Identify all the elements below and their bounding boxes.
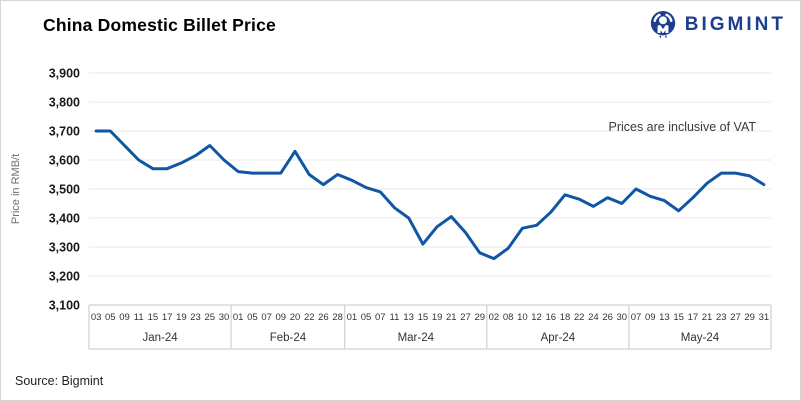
x-axis-date-label: 16 — [545, 312, 556, 323]
x-axis-date-label: 09 — [645, 312, 656, 323]
x-axis-date-label: 29 — [744, 312, 755, 323]
x-axis-date-label: 23 — [716, 312, 727, 323]
x-axis-date-label: 03 — [91, 312, 102, 323]
x-axis-date-label: 11 — [134, 312, 144, 323]
x-axis-date-label: 07 — [375, 312, 386, 323]
x-axis-date-label: 25 — [204, 312, 215, 323]
x-axis-date-label: 15 — [148, 312, 159, 323]
y-axis-tick-label: 3,900 — [49, 67, 80, 81]
x-axis-month-label: May-24 — [681, 332, 720, 344]
x-axis-date-label: 07 — [631, 312, 642, 323]
y-axis-tick-label: 3,500 — [49, 183, 80, 197]
source-note: Source: Bigmint — [15, 374, 104, 388]
x-axis-date-label: 09 — [119, 312, 130, 323]
x-axis-date-label: 27 — [460, 312, 471, 323]
x-axis-date-label: 13 — [403, 312, 414, 323]
x-axis-date-label: 10 — [517, 312, 528, 323]
x-axis-date-label: 26 — [602, 312, 613, 323]
x-axis-date-label: 30 — [617, 312, 628, 323]
bigmint-logo: BIGMINT — [648, 9, 786, 41]
x-axis-date-label: 07 — [261, 312, 272, 323]
x-axis-date-label: 02 — [489, 312, 500, 323]
x-axis-month-label: Mar-24 — [398, 332, 435, 344]
x-axis-month-label: Jan-24 — [142, 332, 178, 344]
y-axis-title: Price in RMB/t — [10, 154, 22, 224]
x-axis-date-label: 18 — [560, 312, 571, 323]
bigmint-miner-icon — [648, 9, 678, 41]
x-axis-date-label: 28 — [332, 312, 343, 323]
x-axis-date-label: 21 — [446, 312, 457, 323]
y-axis-tick-label: 3,600 — [49, 154, 80, 168]
x-axis-date-label: 27 — [730, 312, 741, 323]
chart-title: China Domestic Billet Price — [43, 15, 276, 35]
x-axis-date-label: 15 — [418, 312, 429, 323]
x-axis-date-label: 01 — [233, 312, 244, 323]
x-axis-date-label: 17 — [162, 312, 173, 323]
x-axis-date-label: 08 — [503, 312, 514, 323]
x-axis-date-label: 29 — [474, 312, 485, 323]
x-axis-date-label: 30 — [219, 312, 230, 323]
x-axis-date-label: 01 — [347, 312, 358, 323]
x-axis-date-label: 15 — [673, 312, 684, 323]
x-axis-date-label: 11 — [390, 312, 400, 323]
x-axis-date-label: 19 — [432, 312, 443, 323]
x-axis-date-label: 09 — [276, 312, 287, 323]
x-axis-date-label: 05 — [247, 312, 258, 323]
vat-annotation: Prices are inclusive of VAT — [608, 120, 756, 134]
y-axis-tick-label: 3,800 — [49, 96, 80, 110]
x-axis-date-label: 12 — [531, 312, 542, 323]
y-axis-tick-label: 3,300 — [49, 241, 80, 255]
bigmint-wordmark: BIGMINT — [684, 14, 786, 35]
x-axis-date-label: 22 — [574, 312, 585, 323]
x-axis-date-label: 19 — [176, 312, 187, 323]
x-axis-date-label: 17 — [688, 312, 699, 323]
y-axis-tick-label: 3,700 — [49, 125, 80, 139]
x-axis-date-label: 05 — [361, 312, 372, 323]
y-axis-tick-label: 3,200 — [49, 270, 80, 284]
x-axis-month-label: Feb-24 — [270, 332, 307, 344]
x-axis-month-label: Apr-24 — [541, 332, 576, 344]
x-axis-date-label: 31 — [759, 312, 770, 323]
x-axis-date-label: 13 — [659, 312, 670, 323]
x-axis-date-label: 22 — [304, 312, 315, 323]
billet-price-line — [94, 129, 766, 261]
x-axis-date-label: 20 — [290, 312, 301, 323]
x-axis-date-label: 26 — [318, 312, 329, 323]
x-axis-date-label: 05 — [105, 312, 116, 323]
y-axis-tick-label: 3,100 — [49, 299, 80, 313]
x-axis-date-label: 21 — [702, 312, 713, 323]
x-axis-date-label: 23 — [190, 312, 201, 323]
x-axis-date-label: 24 — [588, 312, 599, 323]
y-axis-tick-label: 3,400 — [49, 212, 80, 226]
